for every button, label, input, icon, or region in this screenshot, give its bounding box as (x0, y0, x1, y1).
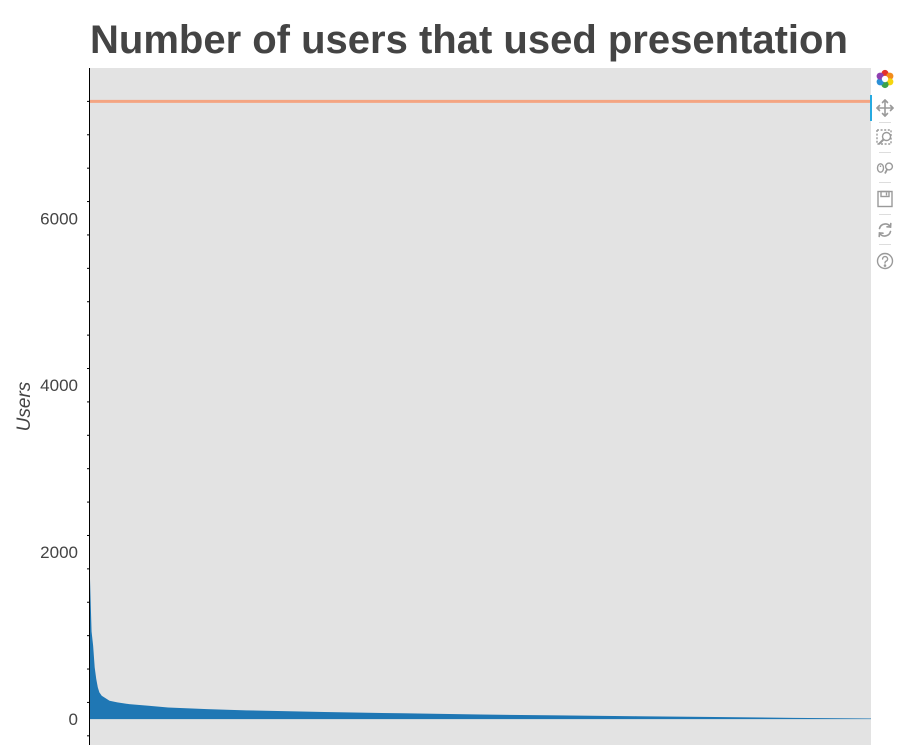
y-tick-label: 0 (69, 710, 78, 729)
reset-icon[interactable] (874, 219, 896, 241)
plot-background[interactable] (90, 68, 871, 745)
chart-title: Number of users that used presentation (90, 18, 848, 62)
box-zoom-icon[interactable] (874, 127, 896, 149)
y-axis-label: Users (14, 381, 35, 431)
toolbar-divider (879, 122, 891, 123)
y-tick-label: 6000 (40, 209, 78, 228)
save-icon[interactable] (874, 188, 896, 210)
wheel-zoom-icon[interactable] (874, 157, 896, 179)
y-axis-ticks: 0 2000 4000 6000 (40, 100, 90, 737)
bokeh-logo-icon[interactable] (874, 68, 896, 90)
toolbar-divider (879, 152, 891, 153)
toolbar-divider (879, 244, 891, 245)
active-tool-indicator (870, 95, 872, 121)
y-tick-label: 4000 (40, 376, 78, 395)
toolbar-divider (879, 214, 891, 215)
help-icon[interactable] (874, 250, 896, 272)
y-tick-label: 2000 (40, 543, 78, 562)
chart-toolbar (870, 64, 900, 284)
toolbar-divider (879, 182, 891, 183)
pan-icon[interactable] (874, 97, 896, 119)
